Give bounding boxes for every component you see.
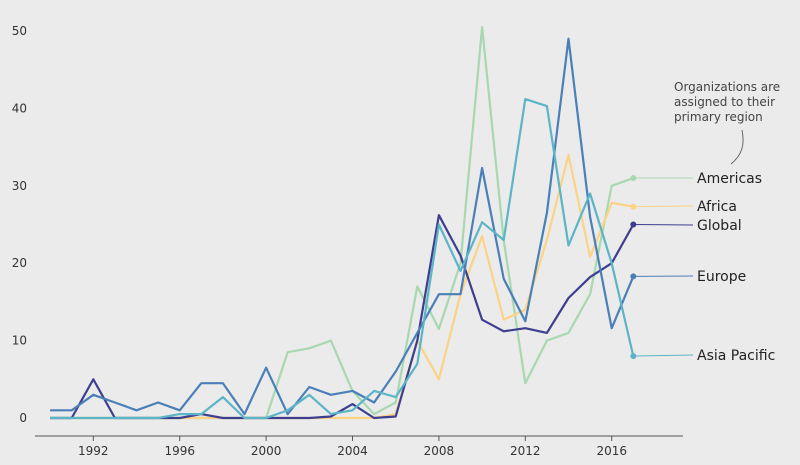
x-tick-label: 2016 — [596, 444, 627, 458]
y-axis: 0 10 20 30 40 50 — [12, 24, 27, 425]
connector-asia-pacific — [633, 354, 694, 357]
annotation-arrow — [730, 129, 744, 165]
y-tick-label: 20 — [12, 256, 27, 270]
series-line-europe — [50, 37, 635, 416]
series-label-americas: Americas — [697, 171, 762, 187]
y-tick-label: 50 — [12, 24, 27, 38]
x-tick-label: 1992 — [78, 444, 109, 458]
series-line-asia-pacific — [50, 97, 635, 420]
y-tick-label: 30 — [12, 179, 27, 193]
annotation-line-2: assigned to their — [674, 95, 775, 109]
series-label-africa: Africa — [697, 199, 737, 215]
end-marker-americas — [630, 175, 637, 182]
x-axis: 1992 1996 2000 2004 2008 2012 2016 — [35, 435, 683, 458]
series-label-europe: Europe — [697, 269, 746, 285]
y-tick-label: 40 — [12, 101, 27, 115]
end-marker-global — [630, 221, 637, 228]
x-tick-label: 2000 — [251, 444, 282, 458]
x-tick-label: 2008 — [424, 444, 455, 458]
y-tick-label: 10 — [12, 334, 27, 348]
series-line-africa — [50, 153, 634, 420]
x-tick-label: 2012 — [510, 444, 541, 458]
end-marker-europe — [630, 273, 637, 280]
end-marker-asia-pacific — [630, 353, 637, 360]
series-label-asia-pacific: Asia Pacific — [697, 348, 775, 364]
y-tick-label: 0 — [19, 411, 27, 425]
series-label-global: Global — [697, 218, 742, 234]
connector-africa — [633, 205, 694, 208]
x-tick-label: 2004 — [337, 444, 368, 458]
connector-global — [633, 224, 694, 226]
end-marker-africa — [630, 203, 637, 210]
x-tick-label: 1996 — [164, 444, 195, 458]
annotation: Organizations are assigned to their prim… — [674, 80, 780, 165]
series-labels: Americas Africa Global Europe Asia Pacific — [630, 171, 775, 364]
annotation-line-1: Organizations are — [674, 80, 780, 94]
series-lines — [50, 26, 635, 420]
annotation-line-3: primary region — [674, 110, 763, 124]
